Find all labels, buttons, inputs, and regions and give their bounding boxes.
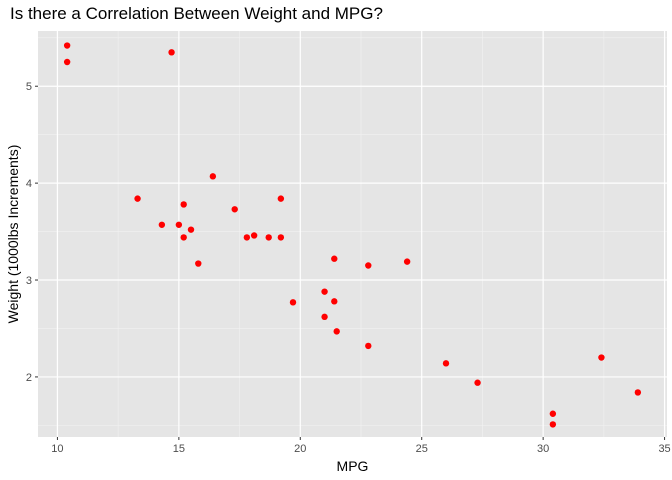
x-tick-label: 15 xyxy=(173,443,185,455)
y-tick-label: 5 xyxy=(26,81,32,93)
data-point xyxy=(63,58,71,66)
data-point xyxy=(277,234,285,241)
data-points xyxy=(63,42,642,428)
data-point xyxy=(168,49,175,56)
data-point xyxy=(277,195,285,202)
data-point xyxy=(63,42,71,49)
x-tick-labels: 10 15 20 25 30 35 xyxy=(51,443,670,455)
x-tick-label: 25 xyxy=(416,443,428,455)
data-point xyxy=(250,232,258,239)
x-tick-label: 10 xyxy=(51,443,63,455)
data-point xyxy=(158,221,166,228)
y-axis-title: Weight (1000lbs Increments) xyxy=(5,145,21,324)
data-point xyxy=(134,195,141,202)
data-point xyxy=(634,389,642,396)
y-tick-label: 2 xyxy=(26,372,32,384)
data-point xyxy=(243,234,251,241)
data-point xyxy=(598,354,605,361)
data-point xyxy=(442,360,450,367)
data-point xyxy=(331,298,338,305)
data-point xyxy=(365,342,372,350)
x-tick-label: 30 xyxy=(537,443,549,455)
y-tick-label: 3 xyxy=(26,275,32,287)
data-point xyxy=(231,206,238,213)
data-point xyxy=(265,234,272,241)
y-tick-label: 4 xyxy=(26,178,32,190)
data-point xyxy=(549,421,557,428)
data-point xyxy=(180,201,187,208)
axis-ticks xyxy=(35,85,666,440)
data-point xyxy=(180,234,187,241)
data-point xyxy=(195,260,202,267)
data-point xyxy=(175,221,183,228)
x-tick-label: 35 xyxy=(658,443,670,455)
data-point xyxy=(321,313,328,321)
data-point xyxy=(331,255,338,262)
y-tick-labels: 2 3 4 5 xyxy=(26,81,32,384)
x-tick-label: 20 xyxy=(294,443,306,455)
x-axis-title: MPG xyxy=(337,458,369,474)
plot-panel xyxy=(38,31,667,437)
minor-gridlines xyxy=(38,31,667,437)
data-point xyxy=(549,410,557,417)
data-point xyxy=(289,299,297,306)
chart-title: Is there a Correlation Between Weight an… xyxy=(10,4,383,23)
data-point xyxy=(474,379,481,386)
data-point xyxy=(321,288,328,295)
major-gridlines xyxy=(38,31,667,437)
data-point xyxy=(403,258,411,265)
data-point xyxy=(209,173,217,180)
data-point xyxy=(187,226,195,233)
data-point xyxy=(365,262,372,269)
data-point xyxy=(333,328,340,335)
